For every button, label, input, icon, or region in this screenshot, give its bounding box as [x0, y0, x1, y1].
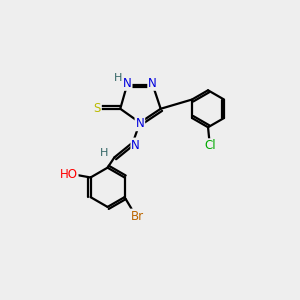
Text: N: N	[148, 77, 157, 90]
Text: Cl: Cl	[205, 139, 216, 152]
Text: S: S	[94, 102, 101, 115]
Text: Br: Br	[131, 210, 144, 223]
Text: HO: HO	[60, 168, 78, 181]
Text: N: N	[136, 117, 144, 130]
Text: N: N	[131, 139, 140, 152]
Text: H: H	[114, 73, 122, 82]
Text: H: H	[100, 148, 108, 158]
Text: N: N	[123, 77, 132, 90]
